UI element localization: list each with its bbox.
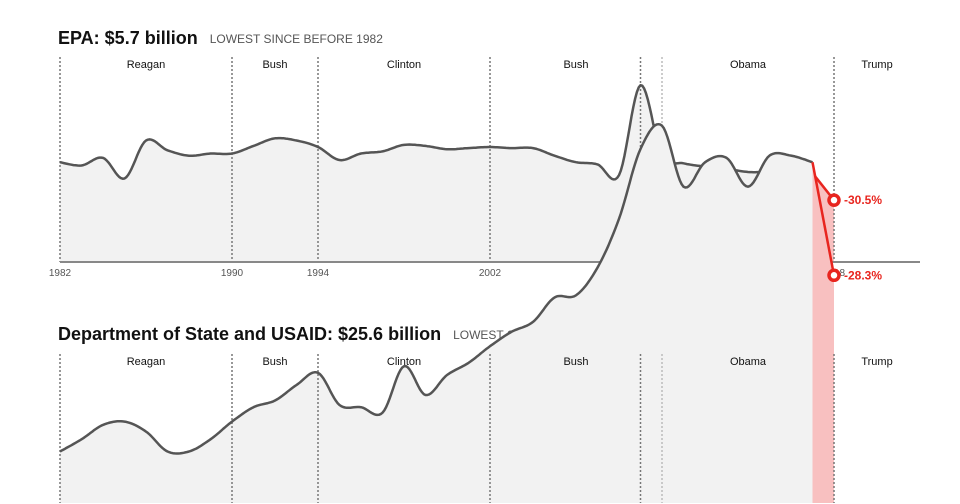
series-line (59, 122, 813, 455)
era-label: Clinton (387, 59, 421, 71)
era-label: Clinton (387, 356, 421, 368)
chart-title: EPA: $5.7 billion (58, 28, 198, 48)
era-label: Trump (861, 356, 892, 368)
era-label: Trump (861, 59, 892, 71)
chart-panel: Department of State and USAID: $25.6 bil… (58, 122, 893, 503)
era-label: Bush (563, 356, 588, 368)
era-label: Bush (262, 59, 287, 71)
proposed-point (827, 193, 841, 207)
era-label: Bush (563, 59, 588, 71)
era-label: Obama (730, 59, 767, 71)
era-label: Reagan (127, 59, 166, 71)
percent-change-label: -28.3% (844, 268, 882, 282)
chart-subtitle: LOWEST SINCE BEFORE 1982 (210, 32, 383, 46)
x-tick-label: 1994 (307, 268, 330, 279)
percent-change-label: -30.5% (844, 193, 882, 207)
proposed-point (827, 268, 841, 283)
chart-title: Department of State and USAID: $25.6 bil… (58, 324, 441, 344)
x-tick-label: 1990 (221, 268, 244, 279)
era-label: Bush (262, 356, 287, 368)
x-tick-label: 1982 (49, 268, 72, 279)
area-fill (60, 124, 813, 503)
series-line (59, 83, 813, 181)
era-label: Obama (730, 356, 767, 368)
x-tick-label: 2002 (479, 268, 502, 279)
cut-line (811, 162, 836, 276)
era-label: Reagan (127, 356, 166, 368)
